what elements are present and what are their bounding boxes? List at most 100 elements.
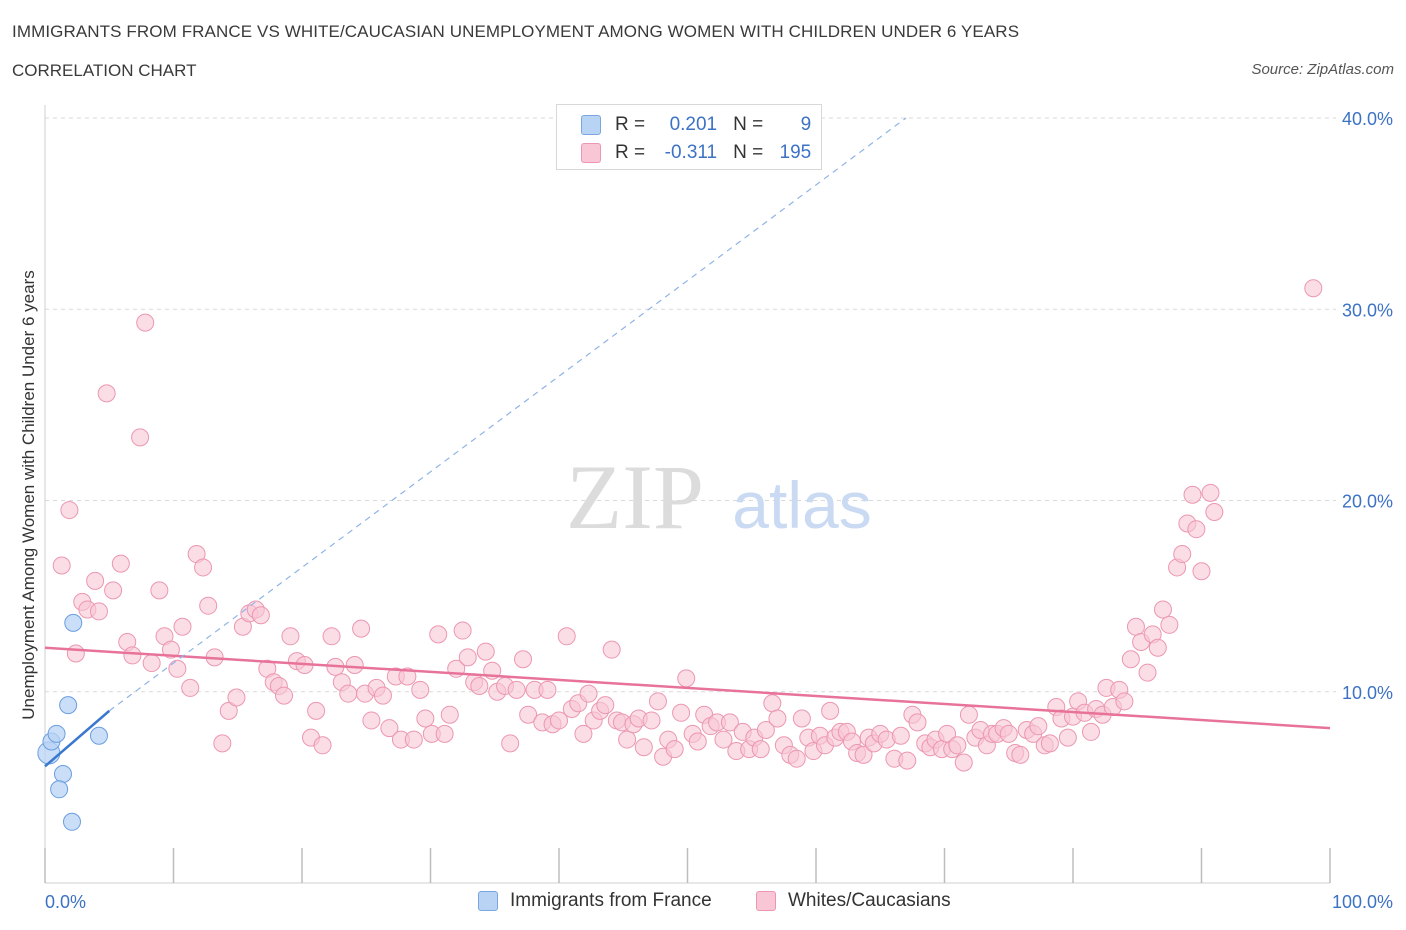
point-whites xyxy=(173,617,192,636)
point-whites xyxy=(1121,650,1140,669)
point-whites xyxy=(199,596,218,615)
point-whites xyxy=(322,627,341,646)
series-swatch-pink xyxy=(756,891,776,911)
series-label-france: Immigrants from France xyxy=(510,890,712,911)
point-whites xyxy=(66,644,85,663)
point-whites xyxy=(168,659,187,678)
point-france xyxy=(59,696,78,715)
point-whites xyxy=(275,686,294,705)
point-france xyxy=(89,726,108,745)
point-whites xyxy=(281,627,300,646)
series-legend-france: Immigrants from France xyxy=(478,890,712,912)
point-whites xyxy=(908,713,927,732)
point-whites xyxy=(1081,722,1100,741)
point-whites xyxy=(514,650,533,669)
point-whites xyxy=(161,640,180,659)
point-whites xyxy=(398,667,417,686)
point-whites xyxy=(380,719,399,738)
point-whites xyxy=(792,709,811,728)
point-whites xyxy=(131,428,150,447)
point-whites xyxy=(345,655,364,674)
trend-lines xyxy=(44,117,1331,768)
trend-extension-france xyxy=(108,117,907,712)
point-whites xyxy=(307,701,326,720)
point-whites xyxy=(352,619,371,638)
data-points xyxy=(37,279,1323,831)
point-whites xyxy=(227,688,246,707)
legend-n-value: 9 xyxy=(800,114,812,135)
point-whites xyxy=(648,692,667,711)
point-whites xyxy=(519,705,538,724)
point-whites xyxy=(470,677,489,696)
point-whites xyxy=(150,581,169,600)
point-whites xyxy=(458,648,477,667)
point-whites xyxy=(440,705,459,724)
point-whites xyxy=(373,686,392,705)
point-whites xyxy=(688,732,707,751)
point-whites xyxy=(959,705,978,724)
point-whites xyxy=(339,684,358,703)
point-whites xyxy=(898,751,917,770)
watermark: ZIP atlas xyxy=(566,446,872,548)
point-whites xyxy=(52,556,71,575)
point-whites xyxy=(435,724,454,743)
point-whites xyxy=(634,738,653,757)
watermark-atlas: atlas xyxy=(732,468,871,542)
axes: 10.0% 20.0% 30.0% 40.0% 0.0% 100.0% xyxy=(44,105,1393,912)
series-label-whites: Whites/Caucasians xyxy=(788,890,951,911)
legend-r-label: R = xyxy=(615,114,646,135)
y-tick-label: 30.0% xyxy=(1342,300,1393,320)
point-whites xyxy=(787,749,806,768)
point-whites xyxy=(213,734,232,753)
point-whites xyxy=(89,602,108,621)
legend-n-label: N = xyxy=(733,142,764,163)
point-whites xyxy=(1201,483,1220,502)
point-whites xyxy=(507,680,526,699)
chart-subtitle: CORRELATION CHART xyxy=(12,61,197,80)
legend-swatch-pink xyxy=(581,143,601,163)
point-whites xyxy=(453,621,472,640)
legend-n-value: 195 xyxy=(779,142,812,163)
point-whites xyxy=(416,709,435,728)
x-tick-label: 0.0% xyxy=(45,892,86,912)
point-whites xyxy=(550,711,568,730)
point-whites xyxy=(476,642,495,661)
point-whites xyxy=(111,554,130,573)
point-whites xyxy=(1205,502,1224,521)
point-whites xyxy=(574,724,593,743)
point-whites xyxy=(557,627,576,646)
point-whites xyxy=(756,721,775,739)
point-whites xyxy=(596,696,615,715)
point-whites xyxy=(672,703,691,722)
source-label: Source: ZipAtlas.com xyxy=(1251,61,1394,78)
point-whites xyxy=(136,313,155,332)
series-swatch-blue xyxy=(478,891,498,911)
x-tick-label: 100.0% xyxy=(1332,892,1393,912)
legend-n-label: N = xyxy=(733,114,764,135)
point-whites xyxy=(618,730,637,749)
point-whites xyxy=(1040,734,1059,753)
point-whites xyxy=(714,730,733,749)
point-france xyxy=(50,780,69,799)
point-whites xyxy=(1153,600,1172,619)
point-whites xyxy=(313,736,332,755)
point-whites xyxy=(642,711,661,730)
point-whites xyxy=(602,640,621,659)
point-whites xyxy=(665,740,684,759)
point-france xyxy=(62,812,81,831)
point-whites xyxy=(999,724,1018,743)
point-whites xyxy=(362,711,381,730)
point-whites xyxy=(142,654,161,673)
grid-lines xyxy=(45,117,1336,693)
trend-line-france xyxy=(44,709,111,768)
point-france xyxy=(47,724,66,743)
legend-row-whites: R = -0.311 N = 195 xyxy=(581,141,811,165)
point-whites xyxy=(1148,638,1167,657)
point-whites xyxy=(429,625,448,644)
point-whites xyxy=(123,646,142,665)
legend-r-value: -0.311 xyxy=(664,142,718,163)
point-whites xyxy=(411,680,430,699)
point-whites xyxy=(1011,745,1030,764)
legend-row-france: R = 0.201 N = 9 xyxy=(581,113,811,137)
